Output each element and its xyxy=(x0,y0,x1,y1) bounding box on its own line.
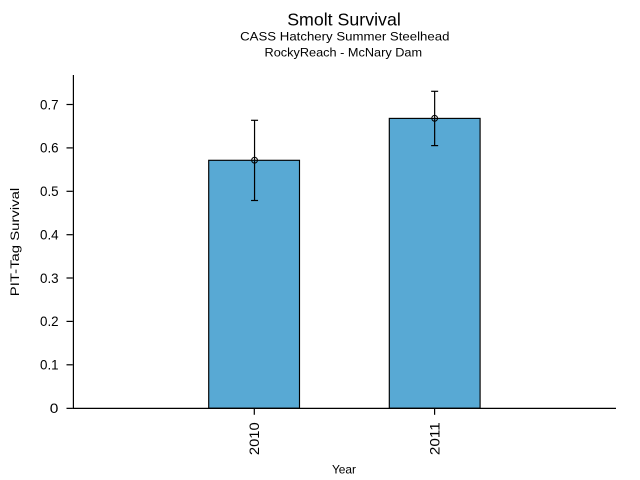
svg-text:0.5: 0.5 xyxy=(40,183,59,199)
svg-text:Smolt Survival: Smolt Survival xyxy=(287,10,401,30)
svg-text:0.6: 0.6 xyxy=(40,140,59,156)
svg-text:PIT-Tag Survival: PIT-Tag Survival xyxy=(8,188,22,297)
svg-text:0.7: 0.7 xyxy=(40,96,59,112)
svg-text:2010: 2010 xyxy=(246,422,262,455)
svg-text:0.1: 0.1 xyxy=(40,357,59,373)
svg-text:0: 0 xyxy=(50,400,59,416)
svg-text:CASS Hatchery Summer Steelhead: CASS Hatchery Summer Steelhead xyxy=(240,29,449,43)
svg-text:2011: 2011 xyxy=(427,422,443,455)
svg-text:Year: Year xyxy=(332,463,356,477)
svg-text:RockyReach - McNary Dam: RockyReach - McNary Dam xyxy=(265,45,423,59)
svg-text:0.4: 0.4 xyxy=(40,227,59,243)
svg-text:0.3: 0.3 xyxy=(40,270,59,286)
svg-text:0.2: 0.2 xyxy=(40,313,59,329)
